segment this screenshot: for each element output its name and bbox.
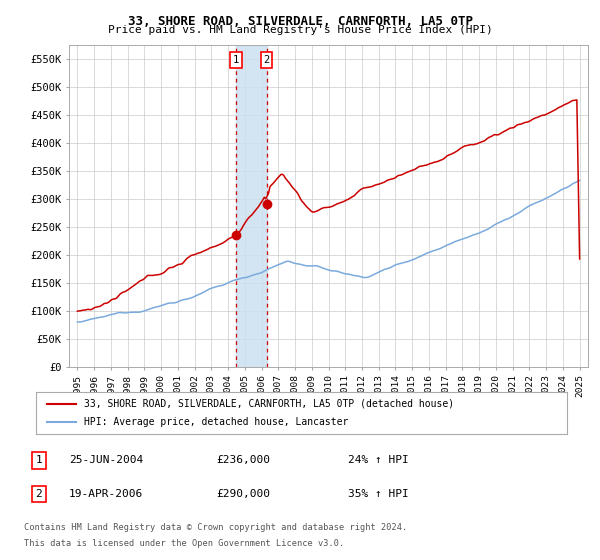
Text: 24% ↑ HPI: 24% ↑ HPI (348, 455, 409, 465)
Text: £290,000: £290,000 (216, 489, 270, 499)
Text: This data is licensed under the Open Government Licence v3.0.: This data is licensed under the Open Gov… (24, 539, 344, 548)
Text: 19-APR-2006: 19-APR-2006 (69, 489, 143, 499)
Text: Price paid vs. HM Land Registry's House Price Index (HPI): Price paid vs. HM Land Registry's House … (107, 25, 493, 35)
Text: 1: 1 (35, 455, 43, 465)
Text: HPI: Average price, detached house, Lancaster: HPI: Average price, detached house, Lanc… (84, 417, 348, 427)
Text: 2: 2 (263, 55, 269, 65)
Text: 33, SHORE ROAD, SILVERDALE, CARNFORTH, LA5 0TP: 33, SHORE ROAD, SILVERDALE, CARNFORTH, L… (128, 15, 473, 27)
Text: 2: 2 (35, 489, 43, 499)
Text: Contains HM Land Registry data © Crown copyright and database right 2024.: Contains HM Land Registry data © Crown c… (24, 523, 407, 532)
Bar (236, 45, 266, 367)
Text: £236,000: £236,000 (216, 455, 270, 465)
Text: 1: 1 (233, 55, 239, 65)
Text: 33, SHORE ROAD, SILVERDALE, CARNFORTH, LA5 0TP (detached house): 33, SHORE ROAD, SILVERDALE, CARNFORTH, L… (84, 399, 454, 409)
Text: 35% ↑ HPI: 35% ↑ HPI (348, 489, 409, 499)
Text: 25-JUN-2004: 25-JUN-2004 (69, 455, 143, 465)
